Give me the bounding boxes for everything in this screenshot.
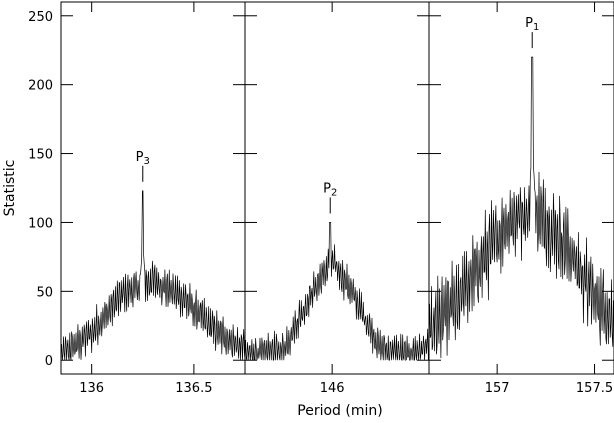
y-axis-label: Statistic (2, 160, 18, 217)
x-tick-label: 157.5 (576, 381, 613, 396)
x-tick-label: 136 (79, 381, 104, 396)
panel-2: 146 P2 (244, 1, 430, 396)
y-tick-label: 250 (28, 10, 53, 25)
x-axis-label: Period (min) (297, 403, 382, 419)
y-axis: 0 50 100 150 200 250 (28, 10, 53, 369)
y-tick-label: 150 (28, 148, 53, 163)
peak-label: P1 (525, 16, 539, 33)
x-tick-label: 146 (320, 381, 345, 396)
panel-frame (60, 1, 246, 375)
x-tick-label: 136.5 (175, 381, 212, 396)
y-tick-label: 100 (28, 216, 53, 231)
panels-group: 136 136.5 P3 146 P2 157 157.5 P1 (60, 1, 614, 396)
periodogram-trace (60, 190, 246, 361)
peak-label: P3 (136, 150, 150, 167)
periodogram-trace (244, 222, 430, 362)
panel-1: 136 136.5 P3 (60, 1, 246, 396)
panel-3: 157 157.5 P1 (428, 1, 614, 396)
x-tick-label: 157 (485, 381, 510, 396)
y-tick-label: 200 (28, 79, 53, 94)
periodogram-trace (428, 56, 614, 359)
peak-label: P2 (323, 181, 337, 198)
y-tick-label: 50 (36, 285, 53, 300)
plot-area: 136 136.5 P3 146 P2 157 157.5 P1 0 50 100 150 200 25… (28, 1, 614, 396)
panel-frame (428, 1, 614, 375)
y-tick-label: 0 (45, 354, 53, 369)
